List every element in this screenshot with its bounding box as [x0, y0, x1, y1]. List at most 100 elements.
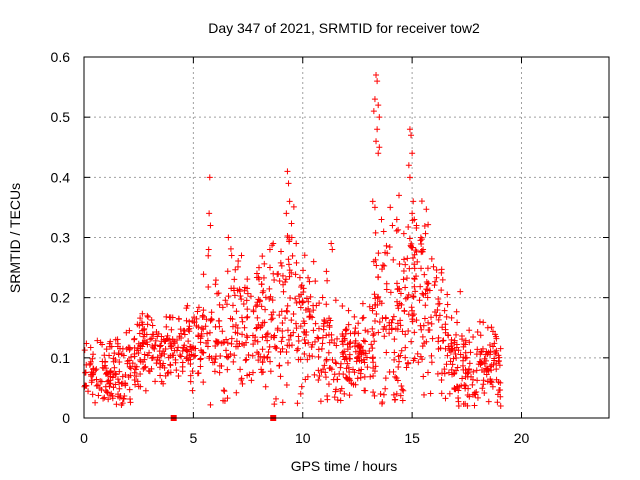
- data-point: [161, 351, 168, 358]
- data-point: [258, 366, 265, 373]
- data-point: [230, 358, 237, 365]
- data-point: [330, 376, 337, 383]
- data-point: [370, 108, 377, 115]
- data-point: [169, 352, 176, 359]
- data-point: [177, 352, 184, 359]
- data-point: [337, 397, 344, 404]
- data-point: [399, 328, 406, 335]
- data-point: [280, 288, 287, 295]
- data-point: [393, 216, 400, 223]
- data-point: [411, 261, 418, 268]
- data-point: [239, 331, 246, 338]
- data-point: [448, 346, 455, 353]
- data-point: [270, 240, 277, 247]
- data-point: [231, 276, 238, 283]
- data-point: [117, 345, 124, 352]
- data-point: [307, 293, 314, 300]
- data-point: [239, 380, 246, 387]
- data-point: [154, 356, 161, 363]
- data-point: [325, 349, 332, 356]
- data-point: [159, 362, 166, 369]
- data-point: [207, 222, 214, 229]
- data-points: [81, 72, 504, 421]
- data-point: [388, 319, 395, 326]
- data-point: [269, 315, 276, 322]
- x-tick-label: 15: [404, 430, 420, 446]
- data-point: [405, 311, 412, 318]
- data-point: [261, 260, 268, 267]
- data-point: [381, 323, 388, 330]
- data-point: [358, 343, 365, 350]
- data-point: [418, 241, 425, 248]
- data-point: [249, 369, 256, 376]
- data-point: [497, 379, 504, 386]
- data-point: [259, 319, 266, 326]
- data-point: [152, 378, 159, 385]
- data-point: [411, 216, 418, 223]
- data-point: [231, 352, 238, 359]
- data-point: [94, 337, 101, 344]
- data-point: [421, 391, 428, 398]
- data-point: [410, 293, 417, 300]
- data-point: [144, 312, 151, 319]
- data-point: [453, 331, 460, 338]
- data-point: [137, 315, 144, 322]
- data-point: [285, 261, 292, 268]
- data-point: [144, 341, 151, 348]
- data-point: [422, 230, 429, 237]
- data-point: [189, 344, 196, 351]
- data-point: [254, 349, 261, 356]
- data-point: [216, 317, 223, 324]
- data-point: [396, 261, 403, 268]
- data-point: [471, 391, 478, 398]
- data-point: [266, 285, 273, 292]
- data-point: [426, 326, 433, 333]
- data-point: [248, 377, 255, 384]
- data-point: [208, 316, 215, 323]
- data-point: [229, 302, 236, 309]
- data-point: [418, 265, 425, 272]
- data-point: [370, 332, 377, 339]
- data-point: [316, 300, 323, 307]
- data-point: [111, 350, 118, 357]
- data-point: [283, 382, 290, 389]
- data-point: [410, 255, 417, 262]
- data-point: [89, 355, 96, 362]
- data-point: [443, 313, 450, 320]
- data-point: [478, 359, 485, 366]
- data-point: [445, 369, 452, 376]
- data-point: [223, 347, 230, 354]
- data-point: [243, 297, 250, 304]
- data-point: [376, 144, 383, 151]
- data-point: [403, 275, 410, 282]
- data-point: [361, 373, 368, 380]
- data-point: [406, 235, 413, 242]
- data-point: [268, 311, 275, 318]
- data-point: [436, 312, 443, 319]
- data-point: [123, 329, 130, 336]
- data-point: [438, 376, 445, 383]
- data-point: [332, 297, 339, 304]
- data-point: [344, 346, 351, 353]
- data-point: [331, 394, 338, 401]
- data-point: [396, 192, 402, 199]
- data-point: [485, 366, 492, 373]
- data-point: [474, 394, 481, 401]
- data-point: [372, 363, 379, 370]
- data-point: [337, 364, 344, 371]
- data-point: [415, 359, 422, 366]
- data-point: [474, 329, 481, 336]
- data-point: [126, 386, 133, 393]
- data-point: [486, 341, 493, 348]
- data-point: [359, 347, 366, 354]
- data-point: [273, 344, 280, 351]
- data-point: [404, 255, 411, 262]
- data-point: [108, 390, 115, 397]
- data-point: [133, 373, 140, 380]
- data-point: [395, 305, 402, 312]
- data-point: [420, 291, 427, 298]
- data-point: [279, 327, 286, 334]
- data-point: [410, 311, 417, 318]
- data-point: [442, 321, 449, 328]
